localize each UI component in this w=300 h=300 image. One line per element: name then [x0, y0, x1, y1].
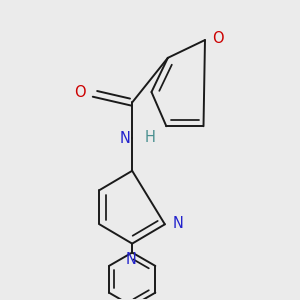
- Text: H: H: [145, 130, 155, 145]
- Text: N: N: [120, 130, 131, 146]
- Text: O: O: [74, 85, 86, 100]
- Text: N: N: [172, 216, 183, 231]
- Text: O: O: [212, 31, 224, 46]
- Text: N: N: [125, 252, 136, 267]
